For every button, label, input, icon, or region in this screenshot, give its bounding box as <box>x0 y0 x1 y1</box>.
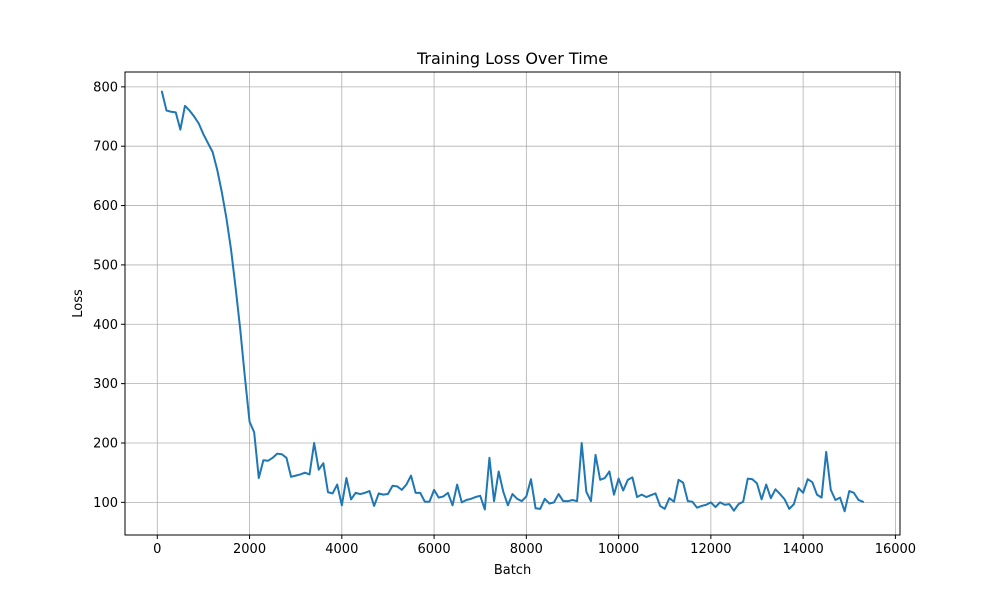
y-tick-label: 600 <box>93 199 118 214</box>
y-tick-label: 300 <box>93 377 118 392</box>
x-tick-label: 12000 <box>690 542 731 557</box>
loss-series-line <box>160 90 865 513</box>
x-tick-label: 8000 <box>510 542 543 557</box>
series-layer <box>160 90 865 513</box>
y-tick-label: 500 <box>93 258 118 273</box>
grid <box>125 72 900 535</box>
x-tick-label: 0 <box>153 542 161 557</box>
x-tick-label: 14000 <box>782 542 823 557</box>
x-tick-label: 6000 <box>418 542 451 557</box>
y-axis-label: Loss <box>71 289 86 318</box>
y-tick-label: 800 <box>93 80 118 95</box>
chart-title: Training Loss Over Time <box>416 49 608 68</box>
x-axis-label: Batch <box>494 563 531 578</box>
x-tick-label: 10000 <box>598 542 639 557</box>
y-tick-label: 700 <box>93 140 118 155</box>
x-tick-label: 16000 <box>875 542 916 557</box>
x-axis: 0 2000 4000 6000 8000 10000 12000 14000 16000 <box>153 535 916 557</box>
y-axis: 100 200 300 400 500 600 700 800 <box>93 80 125 511</box>
y-tick-label: 100 <box>93 496 118 511</box>
y-tick-label: 400 <box>93 318 118 333</box>
x-tick-label: 4000 <box>325 542 358 557</box>
x-tick-label: 2000 <box>233 542 266 557</box>
y-tick-label: 200 <box>93 436 118 451</box>
plot-frame <box>124 71 901 536</box>
